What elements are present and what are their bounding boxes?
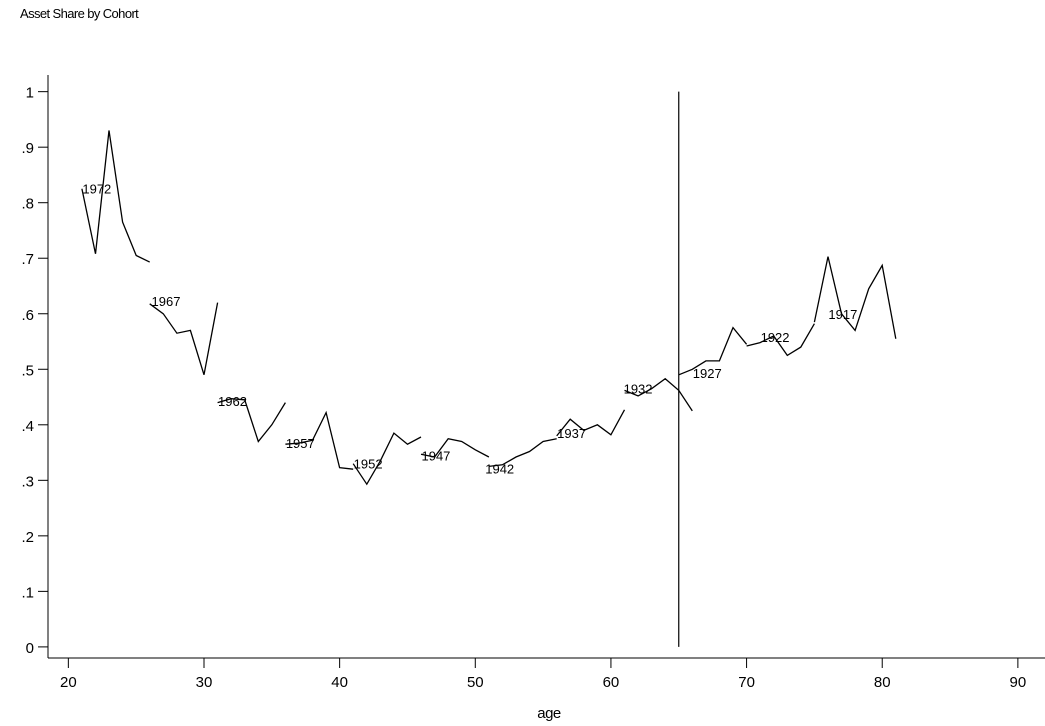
axes: 0 .1 .2 .3 .4 .5 .6 .7 .8 .9 1 20 30 40 50 60 70 80 90 <box>21 75 1045 691</box>
cohort-label-1942: 1942 <box>485 462 514 477</box>
x-tick-label: 80 <box>874 674 891 691</box>
series-line-1922 <box>746 323 815 357</box>
cohort-label-1917: 1917 <box>828 307 857 322</box>
series-line-1917 <box>813 256 897 339</box>
series-line-1952 <box>352 432 422 486</box>
cohort-label-1927: 1927 <box>693 366 722 381</box>
chart-title: Asset Share by Cohort <box>20 6 139 21</box>
x-tick-label: 60 <box>603 674 620 691</box>
series-line-1962 <box>217 398 286 443</box>
series-line-1972 <box>81 130 150 263</box>
series-line-1947 <box>420 437 490 458</box>
series-line-1937 <box>556 409 626 437</box>
series-line-1942 <box>488 438 557 468</box>
y-tick-label: .5 <box>21 362 34 379</box>
x-tick-label: 30 <box>196 674 213 691</box>
x-tick-label: 50 <box>467 674 484 691</box>
x-tick-label: 70 <box>738 674 755 691</box>
cohort-label-1922: 1922 <box>761 330 790 345</box>
x-tick-label: 40 <box>331 674 348 691</box>
cohort-label-1952: 1952 <box>354 457 383 472</box>
x-tick-label: 90 <box>1010 674 1027 691</box>
y-tick-label: .3 <box>21 473 34 490</box>
y-tick-label: 1 <box>26 85 34 102</box>
cohort-labels: 1972 1967 1962 1957 1952 1947 1942 1937 1932 1927… <box>82 181 857 476</box>
x-axis-title: age <box>537 705 561 722</box>
cohort-label-1957: 1957 <box>286 436 315 451</box>
series-line-1957 <box>285 410 354 470</box>
y-tick-label: .2 <box>21 529 34 546</box>
x-tick-label: 20 <box>60 674 77 691</box>
cohort-label-1932: 1932 <box>624 382 653 397</box>
y-tick-label: .7 <box>21 251 34 268</box>
cohort-label-1937: 1937 <box>557 426 586 441</box>
series-line-1927 <box>678 326 748 376</box>
cohort-label-1967: 1967 <box>152 294 181 309</box>
series-group <box>81 130 897 486</box>
series-line-1967 <box>149 302 219 375</box>
series-line-1932 <box>624 377 693 412</box>
y-tick-label: .1 <box>21 584 34 601</box>
y-tick-label: .4 <box>21 418 34 435</box>
y-tick-label: 0 <box>26 640 34 657</box>
y-tick-label: .9 <box>21 140 34 157</box>
cohort-label-1962: 1962 <box>218 394 247 409</box>
cohort-label-1947: 1947 <box>421 448 450 463</box>
y-tick-label: .6 <box>21 307 34 324</box>
cohort-label-1972: 1972 <box>82 181 111 196</box>
y-tick-label: .8 <box>21 196 34 213</box>
